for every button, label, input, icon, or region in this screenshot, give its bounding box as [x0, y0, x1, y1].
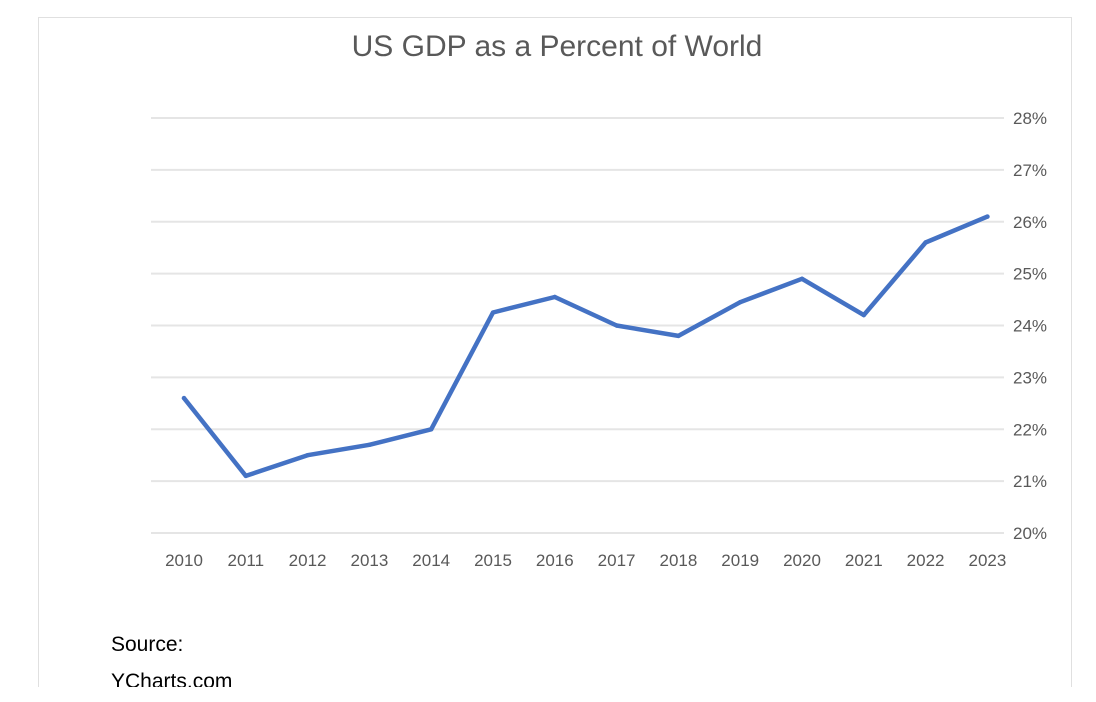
data-point: [305, 452, 310, 458]
x-tick-label: 2012: [289, 551, 327, 570]
x-tick-label: 2014: [412, 551, 450, 570]
source-value: YCharts.com: [111, 670, 232, 687]
x-tick-label: 2019: [721, 551, 759, 570]
data-point: [614, 323, 619, 328]
data-point: [738, 299, 743, 305]
x-tick-label: 2018: [659, 551, 697, 570]
data-point: [429, 427, 434, 432]
data-point: [490, 310, 496, 315]
source-label: Source:: [111, 633, 183, 656]
gridlines: [151, 117, 1004, 534]
y-tick-label: 26%: [1013, 213, 1047, 232]
x-tick-label: 2010: [165, 551, 203, 570]
chart-frame: US GDP as a Percent of World 20% 21% 22% 23…: [38, 17, 1072, 687]
series-layer: [181, 214, 990, 479]
y-tick-label: 23%: [1013, 368, 1047, 387]
y-tick-label: 25%: [1013, 265, 1047, 284]
x-tick-label: 2011: [228, 551, 265, 570]
y-tick-label: 22%: [1013, 420, 1047, 439]
x-tick-label: 2020: [783, 551, 821, 570]
x-tick-label: 2017: [598, 551, 636, 570]
y-tick-label: 24%: [1013, 317, 1047, 336]
x-tick-label: 2022: [907, 551, 945, 570]
data-point: [552, 294, 557, 300]
line-chart: US GDP as a Percent of World 20% 21% 22% 23…: [111, 30, 1047, 687]
y-tick-label: 21%: [1013, 472, 1047, 491]
x-axis-ticks: 2010 2011 2012 2013 2014 2015 2016 2017 2018 2019…: [165, 551, 1006, 570]
x-tick-label: 2016: [536, 551, 574, 570]
series-line: [181, 214, 990, 479]
y-tick-label: 20%: [1013, 524, 1047, 543]
chart-title: US GDP as a Percent of World: [352, 30, 763, 63]
y-axis-ticks: 20% 21% 22% 23% 24% 25% 26% 27% 28%: [1013, 109, 1047, 543]
data-point: [799, 276, 805, 282]
data-point: [676, 333, 681, 339]
x-tick-label: 2021: [845, 551, 883, 570]
data-point: [181, 395, 187, 401]
x-tick-label: 2013: [350, 551, 388, 570]
data-point: [367, 442, 372, 448]
data-point: [985, 214, 990, 219]
y-tick-label: 28%: [1013, 109, 1047, 128]
x-tick-label: 2023: [968, 551, 1006, 570]
data-point: [861, 312, 866, 318]
y-tick-label: 27%: [1013, 161, 1047, 180]
data-point: [923, 240, 928, 245]
data-point: [243, 473, 248, 479]
x-tick-label: 2015: [474, 551, 512, 570]
